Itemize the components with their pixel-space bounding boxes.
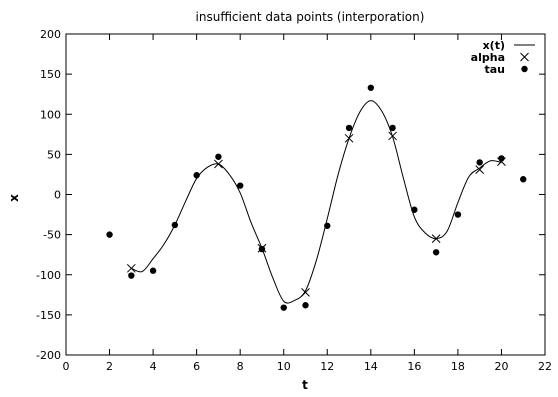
x-tick-label: 12 xyxy=(320,360,334,373)
series-line-x-t xyxy=(131,100,502,304)
y-tick-label: -150 xyxy=(36,309,61,322)
tau-point xyxy=(193,172,200,179)
tau-point xyxy=(498,155,505,162)
y-axis-ticks: -200 -150 -100 -50 0 50 100 150 200 xyxy=(36,28,545,362)
tau-point xyxy=(171,221,179,229)
tau-point xyxy=(345,124,353,132)
tau-point xyxy=(389,124,396,132)
x-tick-label: 0 xyxy=(63,360,70,373)
alpha-point xyxy=(214,159,223,169)
x-tick-label: 14 xyxy=(364,360,378,373)
y-tick-label: -100 xyxy=(36,269,61,282)
y-axis-label: x xyxy=(7,194,21,202)
y-tick-label: 100 xyxy=(40,108,61,121)
tau-point xyxy=(128,272,135,279)
alpha-point xyxy=(126,263,136,273)
chart-title: insufficient data points (interporation) xyxy=(196,10,425,24)
x-tick-label: 2 xyxy=(106,360,113,373)
legend-label: x(t) xyxy=(483,39,505,52)
tau-point xyxy=(258,245,266,253)
legend-swatch-cross xyxy=(520,52,529,62)
x-tick-label: 22 xyxy=(538,360,552,373)
tau-point xyxy=(432,249,440,256)
tau-point xyxy=(236,182,244,189)
x-axis-label: t xyxy=(302,378,308,392)
legend-swatch-dot xyxy=(521,65,528,73)
x-tick-label: 20 xyxy=(494,360,508,373)
x-tick-label: 8 xyxy=(237,360,244,373)
y-tick-label: 50 xyxy=(47,148,61,161)
legend-label: alpha xyxy=(471,51,505,64)
alpha-point xyxy=(431,234,441,243)
tau-point xyxy=(302,302,309,309)
y-tick-label: 150 xyxy=(40,68,61,81)
y-tick-label: -50 xyxy=(43,229,61,242)
tau-point xyxy=(411,206,418,213)
tau-point xyxy=(454,211,462,218)
tau-point xyxy=(476,159,483,166)
alpha-point xyxy=(344,133,354,143)
x-tick-label: 4 xyxy=(150,360,157,373)
x-tick-label: 10 xyxy=(277,360,291,373)
x-tick-label: 6 xyxy=(193,360,200,373)
tau-point xyxy=(280,304,287,311)
x-axis-ticks: 0 2 4 6 8 10 12 14 16 18 20 22 xyxy=(63,34,552,373)
y-tick-label: 200 xyxy=(40,28,61,41)
x-tick-label: 16 xyxy=(407,360,421,373)
tau-point xyxy=(367,84,375,91)
y-tick-label: 0 xyxy=(54,189,61,202)
tau-point xyxy=(215,153,222,160)
tau-point xyxy=(106,231,113,238)
plot-frame xyxy=(65,33,546,356)
legend-label: tau xyxy=(484,63,505,76)
alpha-point xyxy=(301,288,310,297)
alpha-point xyxy=(475,165,485,174)
x-tick-label: 18 xyxy=(451,360,465,373)
tau-point xyxy=(324,222,331,229)
tau-point xyxy=(149,267,157,274)
y-tick-label: -200 xyxy=(36,349,61,362)
alpha-point xyxy=(388,131,397,141)
tau-point xyxy=(520,176,527,183)
series-layer xyxy=(106,84,527,311)
